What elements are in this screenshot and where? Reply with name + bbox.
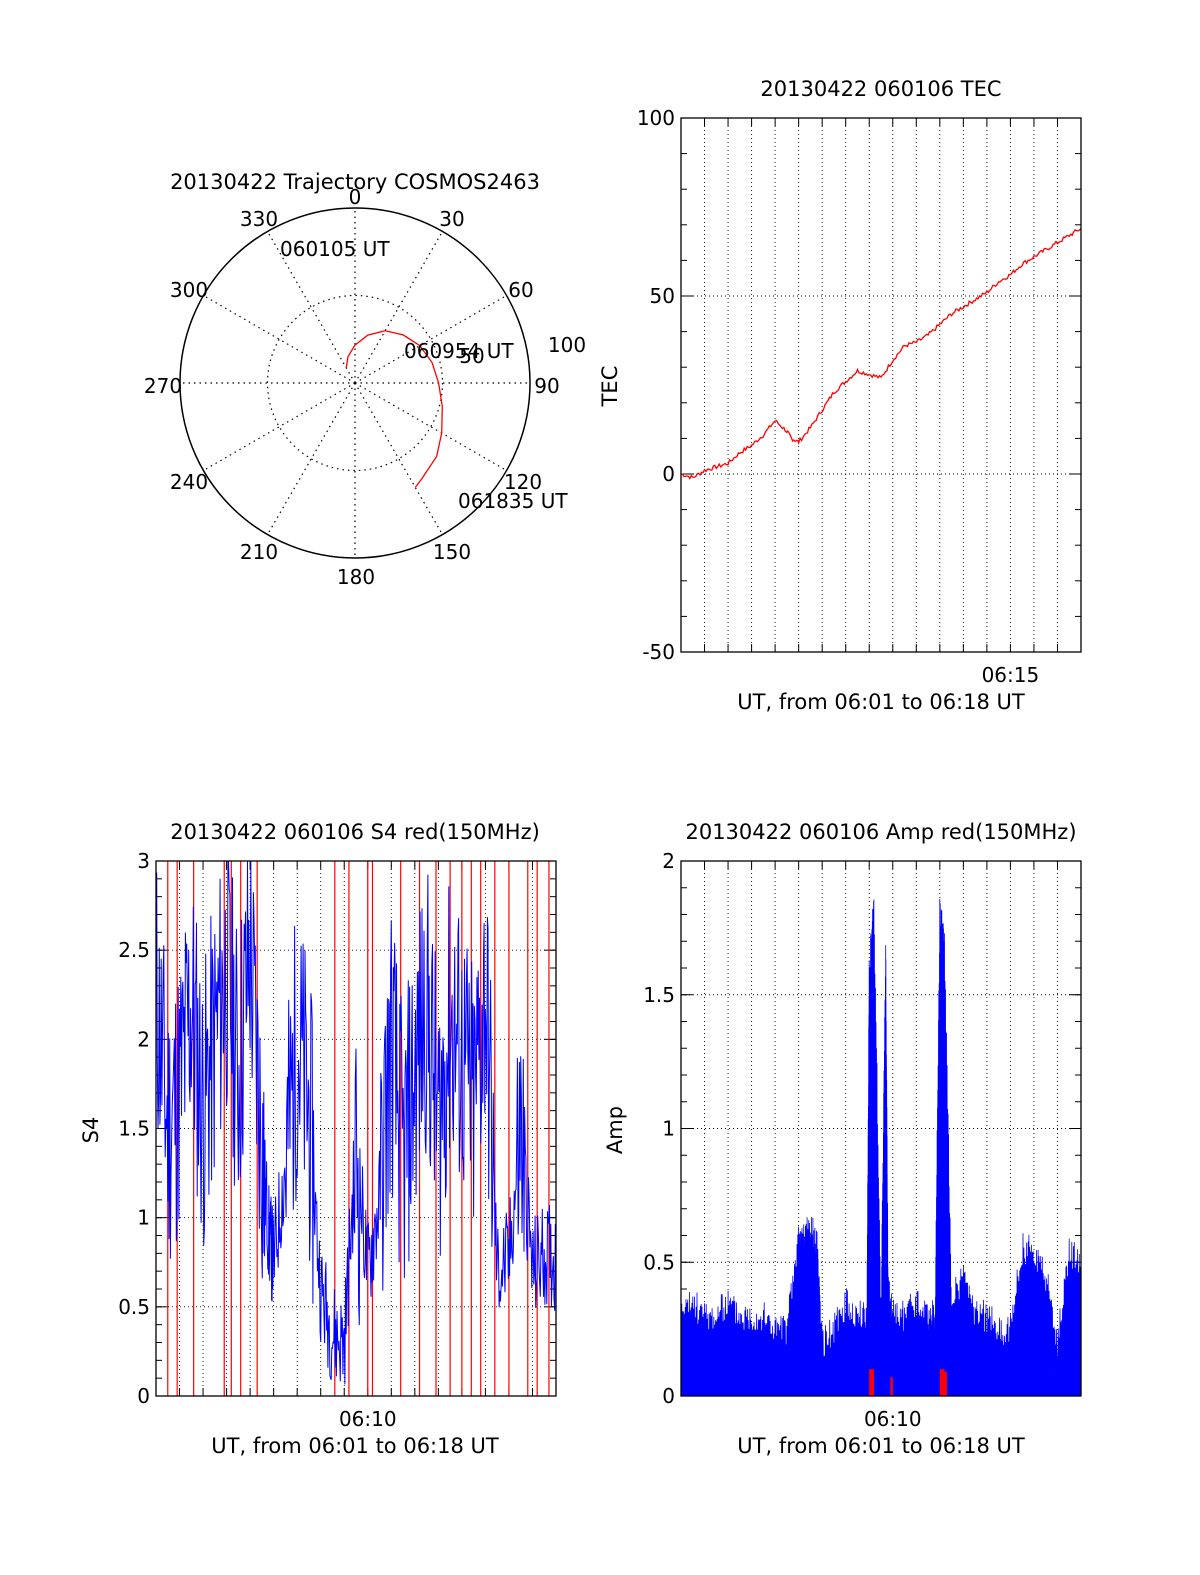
azimuth-label-210: 210 bbox=[240, 540, 278, 564]
s4-frame bbox=[155, 860, 557, 1397]
trajectory-track bbox=[345, 330, 443, 488]
trajectory-end-annotation: 061835 UT bbox=[458, 489, 568, 513]
azimuth-label-240: 240 bbox=[170, 470, 208, 494]
azimuth-label-270: 270 bbox=[144, 374, 182, 398]
amp-y-axis-label: Amp bbox=[603, 1106, 627, 1154]
polar-inner-ring bbox=[266, 294, 444, 472]
panel-amp: 20130422 060106 Amp red(150MHz) 0 0.5 1 1.5… bbox=[603, 820, 1082, 1458]
polar-grid bbox=[179, 207, 531, 559]
amp-ytick-label: 2 bbox=[662, 849, 675, 873]
tec-ytick-label: -50 bbox=[642, 640, 675, 664]
tec-ytick-label: 100 bbox=[637, 106, 675, 130]
amp-xtick-label: 06:10 bbox=[864, 1407, 922, 1431]
azimuth-label-90: 90 bbox=[534, 374, 559, 398]
tec-frame bbox=[680, 117, 1082, 653]
tec-plot-area: -50 0 50 100 06:15 bbox=[637, 106, 1082, 687]
amp-plot-area: 0 0.5 1 1.5 2 06:10 bbox=[643, 849, 1082, 1431]
s4-y-axis-label: S4 bbox=[79, 1117, 103, 1144]
amp-frame bbox=[680, 860, 1082, 1397]
tec-xtick-label: 06:15 bbox=[982, 663, 1040, 687]
amp-ytick-label: 1.5 bbox=[643, 983, 675, 1007]
tec-y-axis-label: TEC bbox=[598, 366, 622, 408]
azimuth-label-180: 180 bbox=[337, 565, 375, 589]
s4-ytick-label: 3 bbox=[137, 849, 150, 873]
azimuth-label-150: 150 bbox=[433, 540, 471, 564]
amp-blue-fill bbox=[680, 898, 1082, 1397]
polar-outer-ring bbox=[179, 207, 531, 559]
elevation-label-100: 100 bbox=[548, 333, 586, 357]
amp-title: 20130422 060106 Amp red(150MHz) bbox=[685, 820, 1076, 844]
trajectory-mid-annotation: 060954 UT bbox=[404, 339, 514, 363]
azimuth-label-330: 330 bbox=[240, 207, 278, 231]
amp-x-axis-label: UT, from 06:01 to 06:18 UT bbox=[737, 1434, 1025, 1458]
s4-title: 20130422 060106 S4 red(150MHz) bbox=[170, 820, 540, 844]
azimuth-label-0: 0 bbox=[349, 185, 362, 209]
s4-ytick-label: 2.5 bbox=[118, 938, 150, 962]
s4-ytick-label: 0 bbox=[137, 1384, 150, 1408]
panel-s4: 20130422 060106 S4 red(150MHz) 0 0.5 1 1.5 2… bbox=[79, 820, 557, 1458]
azimuth-label-60: 60 bbox=[508, 278, 533, 302]
s4-xtick-label: 06:10 bbox=[339, 1407, 397, 1431]
azimuth-label-300: 300 bbox=[170, 278, 208, 302]
tec-series-line bbox=[680, 227, 1082, 480]
s4-ytick-label: 0.5 bbox=[118, 1295, 150, 1319]
trajectory-start-annotation: 060105 UT bbox=[280, 237, 390, 261]
s4-ytick-label: 1 bbox=[137, 1206, 150, 1230]
s4-ytick-label: 2 bbox=[137, 1027, 150, 1051]
azimuth-label-120: 120 bbox=[504, 470, 542, 494]
s4-plot-area: 0 0.5 1 1.5 2 2.5 3 06:10 bbox=[118, 849, 557, 1431]
amp-ytick-label: 0.5 bbox=[643, 1250, 675, 1274]
s4-blue-line bbox=[156, 861, 556, 1385]
panel-trajectory: 20130422 Trajectory COSMOS2463 0 30 60 9… bbox=[144, 170, 586, 589]
s4-x-axis-label: UT, from 06:01 to 06:18 UT bbox=[211, 1434, 499, 1458]
tec-x-axis-label: UT, from 06:01 to 06:18 UT bbox=[737, 690, 1025, 714]
s4-ytick-label: 1.5 bbox=[118, 1117, 150, 1141]
panel-tec: 20130422 060106 TEC -50 0 50 100 06:15 UT, f… bbox=[598, 77, 1082, 714]
tec-ytick-label: 0 bbox=[662, 462, 675, 486]
amp-ytick-label: 1 bbox=[662, 1117, 675, 1141]
tec-title: 20130422 060106 TEC bbox=[760, 77, 1001, 101]
elevation-label-50: 50 bbox=[459, 344, 484, 368]
azimuth-label-30: 30 bbox=[439, 207, 464, 231]
polar-azimuth-labels: 0 30 60 90 120 150 180 210 240 270 300 3… bbox=[144, 185, 586, 589]
amp-ytick-label: 0 bbox=[662, 1384, 675, 1408]
s4-series-group bbox=[156, 861, 556, 1396]
trajectory-title: 20130422 Trajectory COSMOS2463 bbox=[170, 170, 540, 194]
trajectory-line bbox=[345, 330, 443, 488]
tec-ytick-label: 50 bbox=[650, 284, 675, 308]
